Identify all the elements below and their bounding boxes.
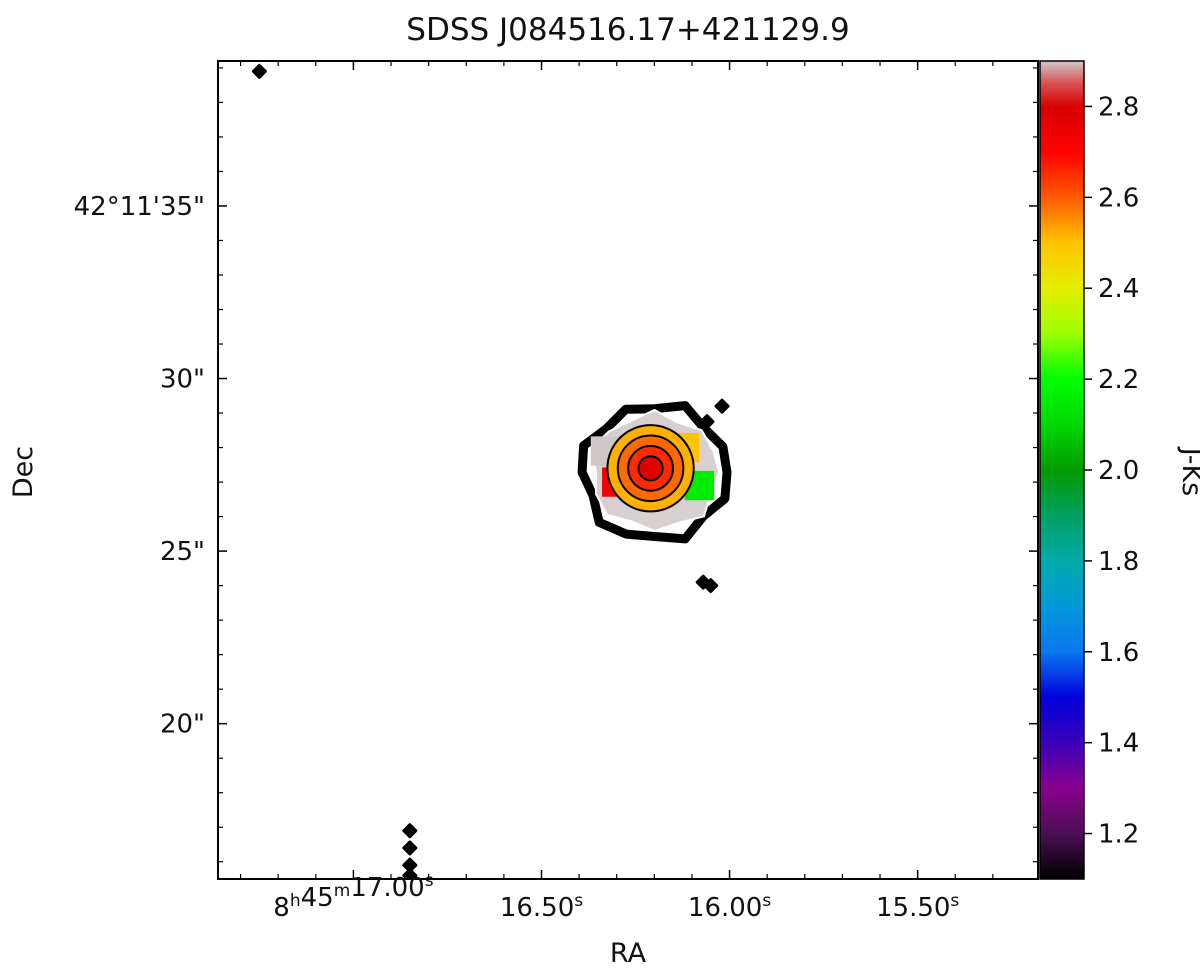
colorbar-tick-label: 1.6 [1098, 638, 1139, 668]
x-axis-label: RA [610, 938, 647, 969]
noise-blob [251, 63, 267, 79]
colorbar-tick-label: 1.8 [1098, 547, 1139, 577]
x-tick-label: 16.00s [688, 891, 771, 923]
contour-ring [637, 455, 664, 482]
noise-blob [402, 823, 418, 839]
x-tick-label: 15.50s [876, 891, 959, 923]
colorbar-tick-label: 2.8 [1098, 92, 1139, 122]
noise-blob [714, 398, 730, 414]
colorbar-tick-label: 1.2 [1098, 820, 1139, 850]
colorbar-ticks: 1.2 1.4 1.6 1.8 2.0 2.2 2.4 2.6 2.8 [1084, 92, 1139, 850]
noise-blob [402, 840, 418, 856]
chart-title: SDSS J084516.17+421129.9 [406, 12, 849, 48]
noise-blob [703, 578, 719, 594]
colorbar-tick-label: 2.0 [1098, 456, 1139, 486]
colorbar-tick-label: 2.4 [1098, 274, 1139, 304]
colorbar-tick-label: 1.4 [1098, 729, 1139, 759]
plot-content [251, 63, 732, 879]
x-tick-label: 16.50s [500, 891, 583, 923]
x-tick-labels: 8h45m17.00s 16.50s 16.00s 15.50s [273, 871, 959, 923]
colorbar-label: J-Ks [1176, 446, 1200, 497]
noise-blob [402, 868, 418, 879]
colorbar-tick-label: 2.2 [1098, 365, 1139, 395]
y-tick-label: 30" [160, 365, 205, 395]
y-tick-label: 25" [160, 537, 205, 567]
colorbar [1039, 60, 1085, 880]
colorbar-tick-label: 2.6 [1098, 183, 1139, 213]
y-tick-label: 20" [160, 710, 205, 740]
y-axis-label: Dec [8, 446, 39, 498]
y-tick-label: 42°11'35" [74, 192, 205, 222]
plot-frame [217, 60, 1039, 880]
x-tick-label: 8h45m17.00s [273, 871, 433, 923]
source-contours [606, 424, 695, 513]
y-tick-labels: 42°11'35" 30" 25" 20" [74, 192, 205, 740]
